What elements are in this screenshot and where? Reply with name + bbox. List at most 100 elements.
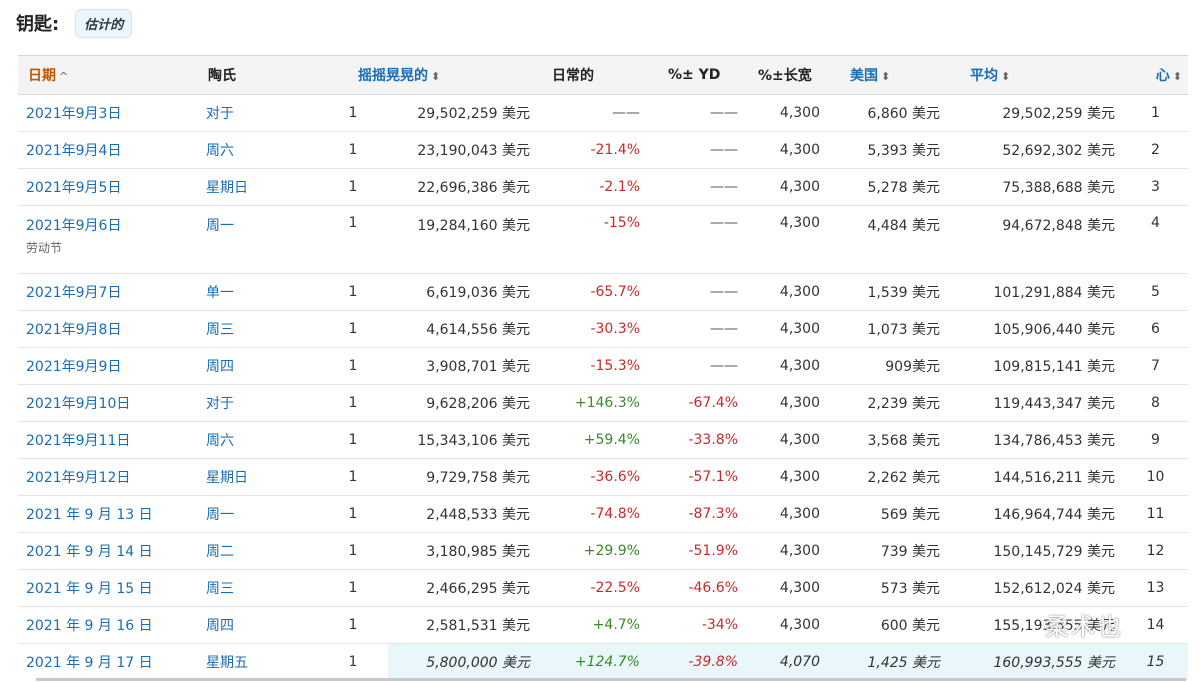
- cell-day-value: 周一: [206, 507, 234, 523]
- cell-to-date: 146,964,744 美元: [948, 495, 1123, 533]
- cell-to-date: 29,502,259 美元: [948, 94, 1123, 132]
- cell-daily-value: 2,448,533 美元: [426, 507, 530, 523]
- cell-to-date: 134,786,453 美元: [948, 421, 1123, 459]
- cell-day-value: 周三: [206, 322, 234, 338]
- cell-date[interactable]: 2021年9月6日 劳动节: [18, 205, 198, 274]
- cell-date[interactable]: 2021年9月10日: [18, 384, 198, 422]
- col-date[interactable]: 日期 ^: [18, 55, 198, 95]
- cell-day-num-value: 8: [1151, 395, 1160, 411]
- cell-day[interactable]: 星期日: [198, 458, 318, 496]
- cell-avg-value: 3,568 美元: [867, 433, 940, 449]
- cell-daily: 15,343,106 美元: [388, 421, 538, 459]
- cell-rank-value: 1: [348, 543, 358, 559]
- cell-day-num-value: 9: [1151, 432, 1160, 448]
- cell-date[interactable]: 2021年9月11日: [18, 421, 198, 459]
- col-to-date[interactable]: 心 ⬍: [1123, 55, 1188, 95]
- cell-pct-lw: ——: [648, 94, 746, 132]
- col-theaters[interactable]: 美国 ⬍: [828, 55, 948, 95]
- cell-daily: 23,190,043 美元: [388, 131, 538, 169]
- cell-rank-value: 1: [348, 142, 358, 158]
- col-daily: 日常的: [538, 55, 648, 95]
- cell-pct-yd-value: +146.3%: [574, 395, 640, 411]
- cell-avg-value: 6,860 美元: [867, 106, 940, 122]
- cell-day[interactable]: 周三: [198, 310, 318, 348]
- cell-date[interactable]: 2021 年 9 月 16 日: [18, 606, 198, 644]
- cell-day[interactable]: 对于: [198, 94, 318, 132]
- cell-day-num-value: 2: [1151, 142, 1160, 158]
- cell-day[interactable]: 周四: [198, 606, 318, 644]
- cell-day[interactable]: 周三: [198, 569, 318, 607]
- cell-day[interactable]: 周六: [198, 421, 318, 459]
- table-header: 日期 ^ 陶氏 摇摇晃晃的 ⬍ 日常的 %± YD %±长宽 美国 ⬍ 平均 ⬍ 心 ⬍: [18, 55, 1188, 95]
- cell-day-num: 1: [1123, 94, 1188, 132]
- cell-day[interactable]: 星期五: [198, 643, 318, 680]
- cell-rank: 1: [318, 532, 388, 570]
- cell-day[interactable]: 单一: [198, 273, 318, 311]
- cell-pct-yd-value: +4.7%: [592, 617, 640, 633]
- cell-date[interactable]: 2021 年 9 月 13 日: [18, 495, 198, 533]
- cell-pct-yd: -15%: [538, 205, 648, 274]
- cell-day[interactable]: 星期日: [198, 168, 318, 206]
- cell-date[interactable]: 2021年9月9日: [18, 347, 198, 385]
- cell-pct-lw-value: -33.8%: [688, 432, 738, 448]
- col-rank-label: 摇摇晃晃的: [358, 68, 428, 84]
- cell-day[interactable]: 对于: [198, 384, 318, 422]
- cell-date-value: 2021年9月9日: [26, 359, 122, 375]
- cell-day[interactable]: 周四: [198, 347, 318, 385]
- horizontal-scrollbar[interactable]: [36, 678, 1186, 681]
- cell-date-value: 2021年9月11日: [26, 433, 131, 449]
- cell-day-value: 周六: [206, 433, 234, 449]
- cell-daily: 3,908,701 美元: [388, 347, 538, 385]
- cell-daily: 22,696,386 美元: [388, 168, 538, 206]
- cell-theaters-value: 4,300: [779, 142, 820, 158]
- cell-day-num: 8: [1123, 384, 1188, 422]
- cell-date[interactable]: 2021年9月5日: [18, 168, 198, 206]
- cell-day[interactable]: 周一: [198, 495, 318, 533]
- cell-theaters-value: 4,300: [779, 617, 820, 633]
- table-row: 2021年9月9日 周四 1 3,908,701 美元 -15.3% —— 4,300 909…: [18, 347, 1188, 385]
- cell-pct-yd-value: +124.7%: [574, 654, 640, 670]
- cell-to-date: 109,815,141 美元: [948, 347, 1123, 385]
- col-date-label: 日期: [28, 68, 56, 84]
- cell-theaters: 4,070: [746, 643, 828, 680]
- cell-day-num-value: 15: [1146, 654, 1165, 670]
- col-rank-daily[interactable]: 摇摇晃晃的 ⬍: [318, 55, 538, 95]
- cell-pct-lw: -33.8%: [648, 421, 746, 459]
- cell-date[interactable]: 2021 年 9 月 14 日: [18, 532, 198, 570]
- cell-pct-yd-value: -21.4%: [590, 142, 640, 158]
- cell-pct-lw-value: -34%: [701, 617, 738, 633]
- cell-day[interactable]: 周六: [198, 131, 318, 169]
- table-row: 2021年9月10日 对于 1 9,628,206 美元 +146.3% -67.4% 4,…: [18, 384, 1188, 422]
- cell-date[interactable]: 2021年9月8日: [18, 310, 198, 348]
- cell-avg-value: 909美元: [885, 359, 940, 375]
- cell-date[interactable]: 2021 年 9 月 17 日: [18, 643, 198, 680]
- cell-date[interactable]: 2021 年 9 月 15 日: [18, 569, 198, 607]
- cell-pct-lw: ——: [648, 205, 746, 274]
- cell-avg-value: 739 美元: [880, 544, 940, 560]
- cell-day-num: 7: [1123, 347, 1188, 385]
- cell-to-date-value: 119,443,347 美元: [993, 396, 1115, 412]
- sort-toggle-icon: ⬍: [1172, 70, 1182, 83]
- table-row: 2021年9月5日 星期日 1 22,696,386 美元 -2.1% —— 4,300 5,…: [18, 168, 1188, 206]
- cell-theaters-value: 4,300: [779, 215, 820, 231]
- cell-avg-value: 2,239 美元: [867, 396, 940, 412]
- cell-rank-value: 1: [348, 395, 358, 411]
- cell-daily-value: 15,343,106 美元: [417, 433, 530, 449]
- col-avg[interactable]: 平均 ⬍: [948, 55, 1123, 95]
- cell-day-value: 对于: [206, 396, 234, 412]
- cell-day-num: 12: [1123, 532, 1188, 570]
- cell-date[interactable]: 2021年9月4日: [18, 131, 198, 169]
- cell-theaters-value: 4,300: [779, 284, 820, 300]
- cell-pct-lw: -57.1%: [648, 458, 746, 496]
- cell-date[interactable]: 2021年9月12日: [18, 458, 198, 496]
- cell-day-value: 周一: [206, 218, 234, 234]
- cell-day-value: 周三: [206, 581, 234, 597]
- cell-day[interactable]: 周二: [198, 532, 318, 570]
- cell-day[interactable]: 周一: [198, 205, 318, 274]
- cell-to-date: 94,672,848 美元: [948, 205, 1123, 274]
- cell-date[interactable]: 2021年9月3日: [18, 94, 198, 132]
- cell-theaters: 4,300: [746, 273, 828, 311]
- cell-avg-value: 5,393 美元: [867, 143, 940, 159]
- cell-date[interactable]: 2021年9月7日: [18, 273, 198, 311]
- cell-pct-lw-value: -46.6%: [688, 580, 738, 596]
